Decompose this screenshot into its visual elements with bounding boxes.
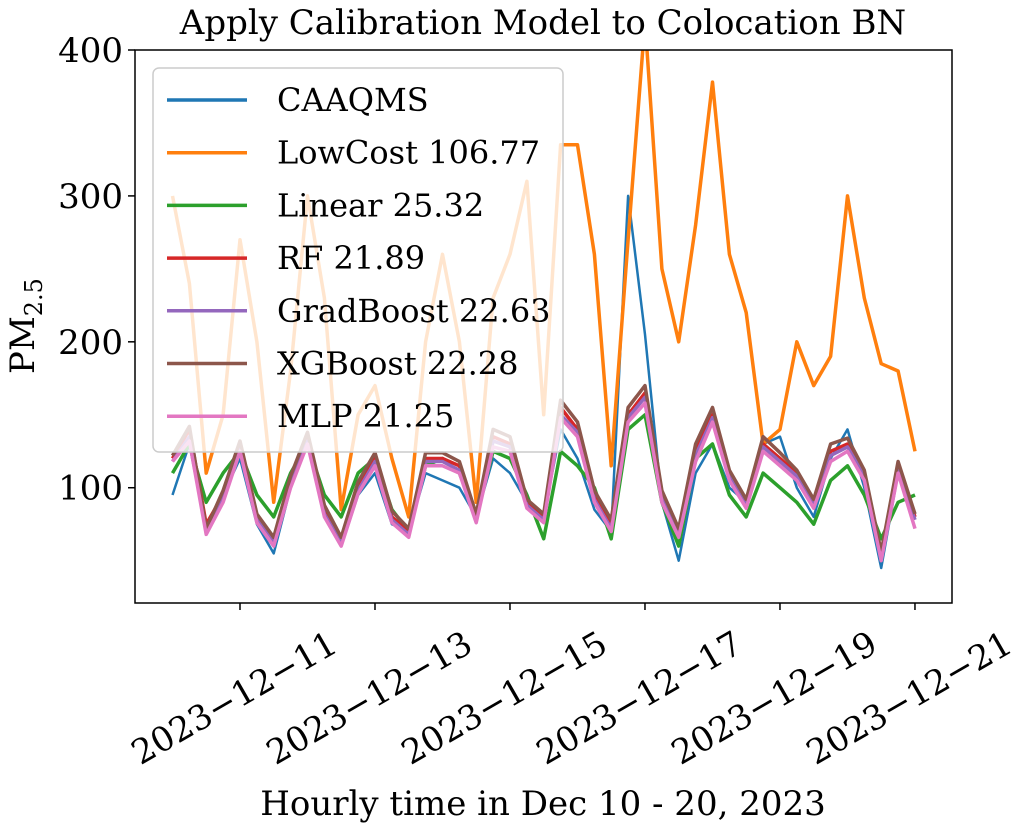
y-axis-label-sub: 2.5 bbox=[20, 278, 48, 316]
legend-label: RF 21.89 bbox=[277, 239, 425, 277]
legend-label: XGBoost 22.28 bbox=[277, 345, 518, 383]
legend-box bbox=[152, 67, 564, 453]
legend: CAAQMS LowCost 106.77 Linear 25.32 RF 21.89… bbox=[152, 67, 564, 453]
chart-title: Apply Calibration Model to Colocation BN bbox=[179, 3, 906, 43]
legend-label: MLP 21.25 bbox=[277, 397, 454, 435]
plot-frame bbox=[134, 49, 953, 604]
legend-label: Linear 25.32 bbox=[277, 186, 484, 224]
legend-label: CAAQMS bbox=[277, 81, 429, 119]
x-axis-label: Hourly time in Dec 10 - 20, 2023 bbox=[260, 784, 825, 824]
y-tick-label: 100 bbox=[58, 469, 123, 509]
y-tick-label: 400 bbox=[58, 31, 123, 71]
y-tick-label: 300 bbox=[58, 177, 123, 217]
legend-label: LowCost 106.77 bbox=[277, 134, 540, 172]
y-axis-label-main: PM bbox=[3, 316, 43, 374]
series-line bbox=[171, 401, 917, 563]
legend-label: GradBoost 22.63 bbox=[277, 292, 551, 330]
y-axis-label: PM2.5 bbox=[3, 278, 48, 374]
y-tick-label: 200 bbox=[58, 323, 123, 363]
